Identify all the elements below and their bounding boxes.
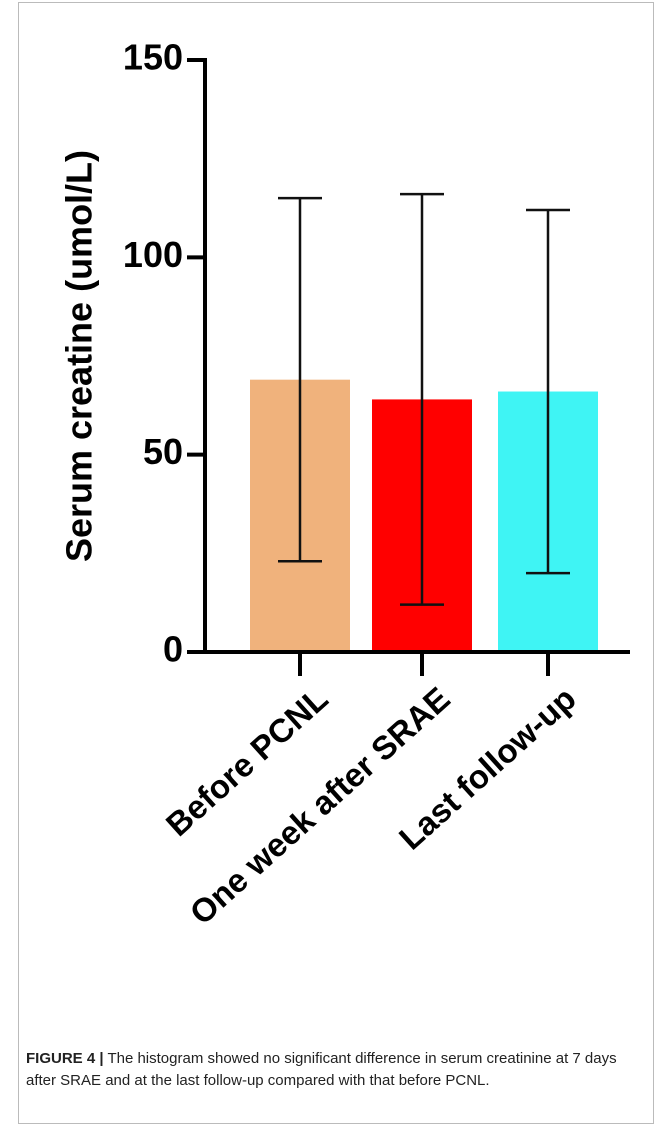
caption: FIGURE 4 | The histogram showed no signi… xyxy=(26,1048,626,1092)
y-tick-label: 100 xyxy=(123,234,183,275)
caption-label: FIGURE 4 | xyxy=(26,1050,104,1067)
caption-text: The histogram showed no significant diff… xyxy=(26,1050,617,1089)
y-tick-label: 0 xyxy=(163,629,183,670)
figure-frame xyxy=(18,2,654,1124)
y-axis-label: Serum creatine (umol/L) xyxy=(59,150,100,562)
y-tick-label: 50 xyxy=(143,431,183,472)
y-tick-label: 150 xyxy=(123,37,183,78)
